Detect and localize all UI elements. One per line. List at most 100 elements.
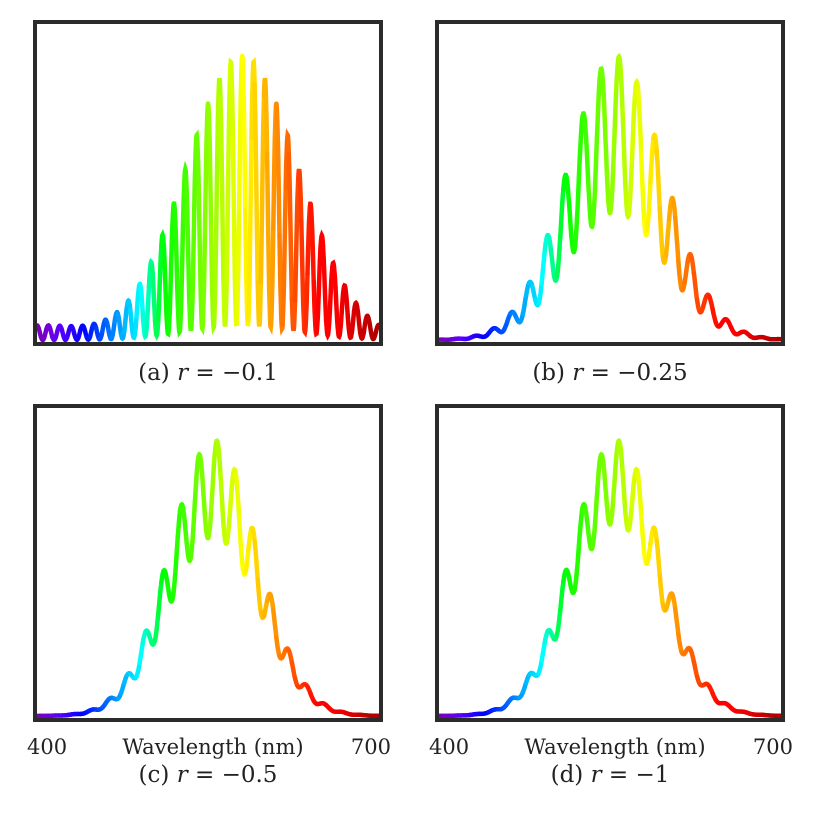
spectrum-segment [118,330,127,342]
caption-variable: r [177,360,190,386]
spectrum-segment [249,57,257,140]
spectrum-segment [567,208,575,251]
spectrum-segment [177,501,186,514]
spectrum-segment [651,132,659,153]
spectrum-segment [193,129,201,190]
spectrum-segment [187,538,195,564]
spectrum-segment [620,105,628,191]
spectrum-segment [530,283,538,303]
spectrum-segment [558,579,566,613]
spectrum-segment [638,509,647,555]
spectrum-segment [601,95,610,176]
spectrum-segment [221,279,229,327]
spectrum-segment [576,118,585,180]
plot-frame [435,20,785,346]
spectrum-segment [299,219,307,332]
spectrum-segment [149,263,158,324]
spectrum-segment [233,472,242,520]
spectrum-segment [187,296,195,332]
spectrum-segment [308,201,316,285]
spectrum-segment [595,67,603,124]
spectrum-segment [582,122,591,184]
spectrum-segment [243,547,251,576]
spectrum-segment [333,285,341,338]
spectrum-segment [230,466,239,479]
panel-b: (b) r = −0.25 [435,20,785,386]
spectrum-segment [579,111,588,127]
x-tick-label-min: 400 [27,735,67,759]
spectrum-segment [283,128,292,190]
spectrum-segment [585,179,594,228]
spectrum-segment [573,543,582,585]
spectrum-segment [554,234,563,278]
spectrum-segment [536,658,544,676]
spectrum-segment [218,471,226,527]
spectrum-segment [199,467,208,518]
x-tick-label-max: 700 [351,735,391,759]
spectrum-segment [302,271,310,338]
spectrum-segment [205,508,214,541]
spectrum-segment [669,591,678,612]
spectrum-segment [171,547,180,593]
spectrum-segment [676,259,684,292]
spectrum-segment [233,208,242,327]
spectrum-segment [261,77,270,157]
spectrum-segment [554,608,563,637]
spectrum-segment [115,311,124,336]
x-axis-label: Wavelength (nm) [122,735,303,759]
spectrum-curve [436,438,784,719]
spectrum-segment [548,247,557,278]
spectrum-segment [651,525,659,543]
spectrum-segment [289,660,298,681]
spectrum-segment [635,86,644,154]
spectrum-segment [199,233,208,336]
spectrum-segment [676,632,684,654]
plot-frame [33,404,383,722]
spectrum-segment [323,317,332,341]
spectrum-segment [174,509,183,553]
plot-frame [435,404,785,722]
spectrum-segment [180,506,189,541]
spectrum-segment [295,168,304,224]
spectrum-segment [564,174,572,213]
spectrum-segment [539,249,547,287]
spectrum-segment [258,93,267,285]
caption-value: = −0.25 [583,360,687,386]
spectrum-segment [657,206,666,259]
spectrum-segment [264,151,273,325]
spectrum-segment [330,259,338,290]
spectrum-segment [314,258,323,335]
spectrum-segment [592,484,600,534]
spectrum-segment [610,87,619,174]
spectrum-segment [246,526,254,552]
panel-caption: (a) r = −0.1 [138,360,278,386]
spectrum-segment [190,151,198,302]
caption-prefix: (a) [138,360,177,386]
spectrum-segment [598,65,607,100]
spectrum-segment [617,55,625,111]
spectrum-segment [252,81,260,284]
spectrum-segment [645,541,653,566]
spectrum-segment [274,635,282,659]
spectrum-segment [267,226,276,336]
spectrum-segment [280,185,288,328]
spectrum-segment [688,252,697,276]
spectrum-segment [517,311,526,325]
spectrum-segment [635,472,644,515]
spectrum-segment [239,53,248,213]
spectrum-segment [610,455,619,504]
spectrum-segment [673,606,681,637]
spectrum-segment [196,451,205,473]
caption-variable: r [572,360,585,386]
spectrum-curve [436,52,784,342]
spectrum-segment [224,512,233,546]
spectrum-segment [134,661,142,679]
spectrum-segment [177,219,186,332]
spectrum-segment [707,294,715,312]
spectrum-segment [348,309,357,340]
spectrum-segment [545,232,554,252]
spectrum-segment [620,466,628,516]
caption-variable: r [177,762,190,788]
spectrum-segment [645,180,653,233]
spectrum-curve [34,438,382,719]
